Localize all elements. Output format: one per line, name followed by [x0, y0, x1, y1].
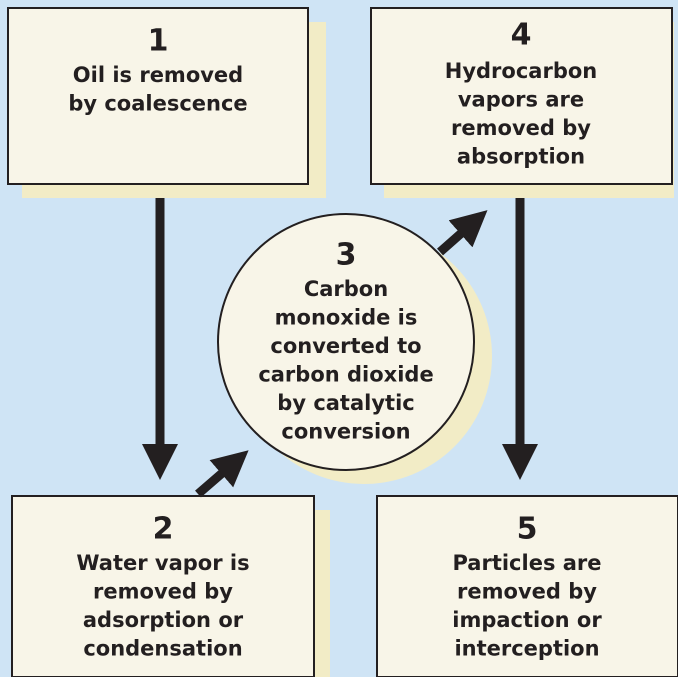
arrow — [437, 210, 488, 256]
node-label: Water vapor is — [76, 551, 249, 575]
node-label: Oil is removed — [73, 63, 243, 87]
node-circle — [217, 213, 475, 471]
node-label: converted to — [270, 334, 421, 358]
node-box — [11, 495, 315, 677]
node-label: impaction or — [452, 608, 602, 632]
node-label: Particles are — [452, 551, 601, 575]
node-number: 3 — [336, 238, 357, 273]
node-label: vapors are — [458, 88, 584, 112]
node-label: interception — [454, 637, 599, 661]
node-label: monoxide is — [275, 306, 418, 330]
arrow — [195, 450, 249, 498]
node-label: Hydrocarbon — [445, 59, 597, 83]
node-label: adsorption or — [83, 608, 244, 632]
node-label: absorption — [457, 145, 585, 169]
node-label: removed by — [93, 580, 233, 604]
node-number: 4 — [511, 18, 532, 53]
node-label: carbon dioxide — [258, 363, 433, 387]
node-label: removed by — [451, 116, 591, 140]
node-label: Carbon — [304, 277, 388, 301]
node-label: conversion — [281, 420, 410, 444]
node-label: by coalescence — [68, 92, 247, 116]
node-box — [376, 495, 678, 677]
node-number: 2 — [153, 512, 174, 547]
node-box — [7, 7, 309, 185]
node-number: 1 — [148, 24, 169, 59]
node-label: condensation — [83, 637, 242, 661]
node-label: by catalytic — [277, 391, 414, 415]
node-box — [370, 7, 673, 185]
node-number: 5 — [517, 512, 538, 547]
node-label: removed by — [457, 580, 597, 604]
